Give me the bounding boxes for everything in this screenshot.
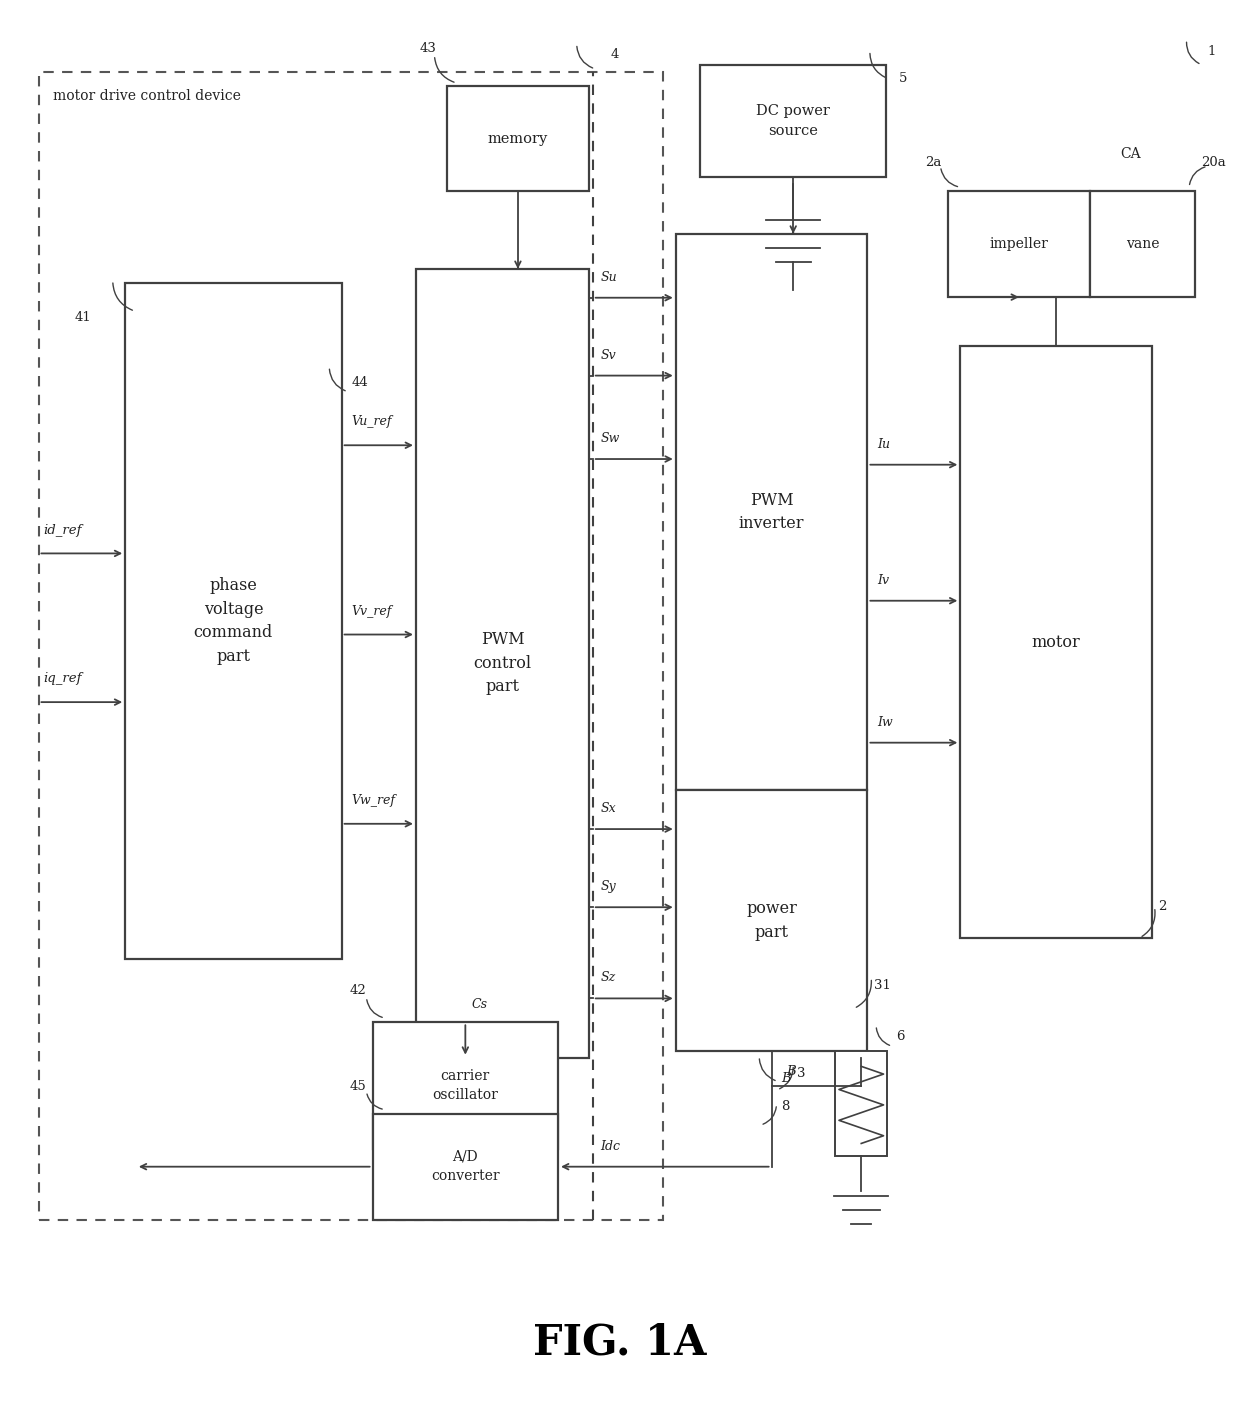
Bar (372, 1113, 558, 1219)
Text: 2: 2 (1158, 899, 1167, 913)
Text: Sz: Sz (600, 971, 615, 985)
Text: 31: 31 (874, 979, 890, 992)
Text: Vu_ref: Vu_ref (351, 415, 392, 429)
Text: Cs: Cs (471, 998, 487, 1012)
Text: B: B (781, 1072, 791, 1085)
Bar (676, 234, 868, 790)
Text: motor: motor (1032, 634, 1080, 650)
Text: Sv: Sv (600, 349, 616, 361)
Text: vane: vane (1126, 237, 1159, 251)
Bar (415, 270, 589, 1058)
Text: motor drive control device: motor drive control device (53, 89, 242, 103)
Text: CA: CA (1120, 147, 1141, 161)
Text: Sy: Sy (600, 880, 616, 893)
Bar (38, 72, 663, 1219)
Text: 44: 44 (351, 375, 368, 389)
Text: Su: Su (600, 271, 616, 284)
Text: memory: memory (487, 131, 548, 145)
Text: 43: 43 (420, 42, 436, 55)
Text: 5: 5 (898, 72, 906, 85)
Text: impeller: impeller (990, 237, 1049, 251)
Text: 3: 3 (797, 1067, 806, 1081)
Text: id_ref: id_ref (43, 523, 82, 536)
Text: Iv: Iv (878, 574, 889, 587)
Text: PWM
control
part: PWM control part (474, 631, 532, 696)
Text: 2a: 2a (925, 157, 941, 169)
Text: 1: 1 (1208, 45, 1216, 58)
Text: Sw: Sw (600, 432, 620, 444)
Text: 45: 45 (350, 1079, 366, 1092)
Text: power
part: power part (746, 900, 797, 941)
Bar (125, 284, 342, 959)
Text: FIG. 1A: FIG. 1A (533, 1321, 707, 1363)
Text: Sx: Sx (600, 801, 616, 816)
Bar (960, 347, 1152, 938)
Bar (676, 790, 868, 1051)
Text: 20a: 20a (1202, 157, 1226, 169)
Text: A/D
converter: A/D converter (432, 1150, 500, 1184)
Text: phase
voltage
command
part: phase voltage command part (193, 577, 273, 665)
Text: 4: 4 (610, 48, 619, 61)
Bar (947, 192, 1090, 298)
Text: iq_ref: iq_ref (43, 672, 82, 686)
Text: Iu: Iu (878, 437, 890, 450)
Text: PWM
inverter: PWM inverter (739, 491, 805, 532)
Bar (372, 1023, 558, 1149)
Bar (836, 1051, 888, 1156)
Text: DC power
source: DC power source (756, 104, 830, 138)
Text: 8: 8 (781, 1101, 790, 1113)
Text: Iw: Iw (878, 715, 893, 728)
Bar (701, 65, 887, 178)
Text: 41: 41 (74, 312, 92, 325)
Text: B: B (786, 1065, 796, 1078)
Text: Vw_ref: Vw_ref (351, 794, 396, 807)
Text: 6: 6 (897, 1030, 904, 1044)
Bar (1090, 192, 1195, 298)
Text: carrier
oscillator: carrier oscillator (433, 1070, 498, 1102)
Text: Vv_ref: Vv_ref (351, 605, 392, 618)
Text: 42: 42 (350, 983, 366, 998)
Text: Idc: Idc (600, 1140, 620, 1153)
Bar (446, 86, 589, 192)
